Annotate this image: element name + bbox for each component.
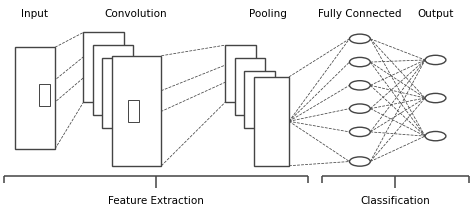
- Text: Feature Extraction: Feature Extraction: [108, 196, 204, 206]
- Text: Fully Connected: Fully Connected: [318, 9, 401, 19]
- Bar: [128, 100, 138, 122]
- Bar: [244, 71, 275, 128]
- Circle shape: [425, 55, 446, 65]
- Bar: [235, 58, 265, 115]
- Bar: [93, 45, 133, 115]
- Circle shape: [425, 131, 446, 141]
- Bar: [39, 84, 50, 106]
- Text: Convolution: Convolution: [104, 9, 167, 19]
- Text: Input: Input: [21, 9, 48, 19]
- Circle shape: [349, 58, 370, 67]
- Bar: [15, 47, 55, 149]
- Circle shape: [349, 81, 370, 90]
- Circle shape: [349, 157, 370, 166]
- Text: Pooling: Pooling: [249, 9, 287, 19]
- Bar: [225, 45, 256, 102]
- Bar: [102, 58, 143, 128]
- Circle shape: [349, 127, 370, 137]
- Circle shape: [425, 93, 446, 103]
- Circle shape: [349, 104, 370, 113]
- Bar: [112, 56, 161, 166]
- Bar: [83, 32, 124, 102]
- Text: Output: Output: [417, 9, 454, 19]
- Bar: [254, 77, 289, 166]
- Text: Classification: Classification: [360, 196, 430, 206]
- Circle shape: [349, 34, 370, 43]
